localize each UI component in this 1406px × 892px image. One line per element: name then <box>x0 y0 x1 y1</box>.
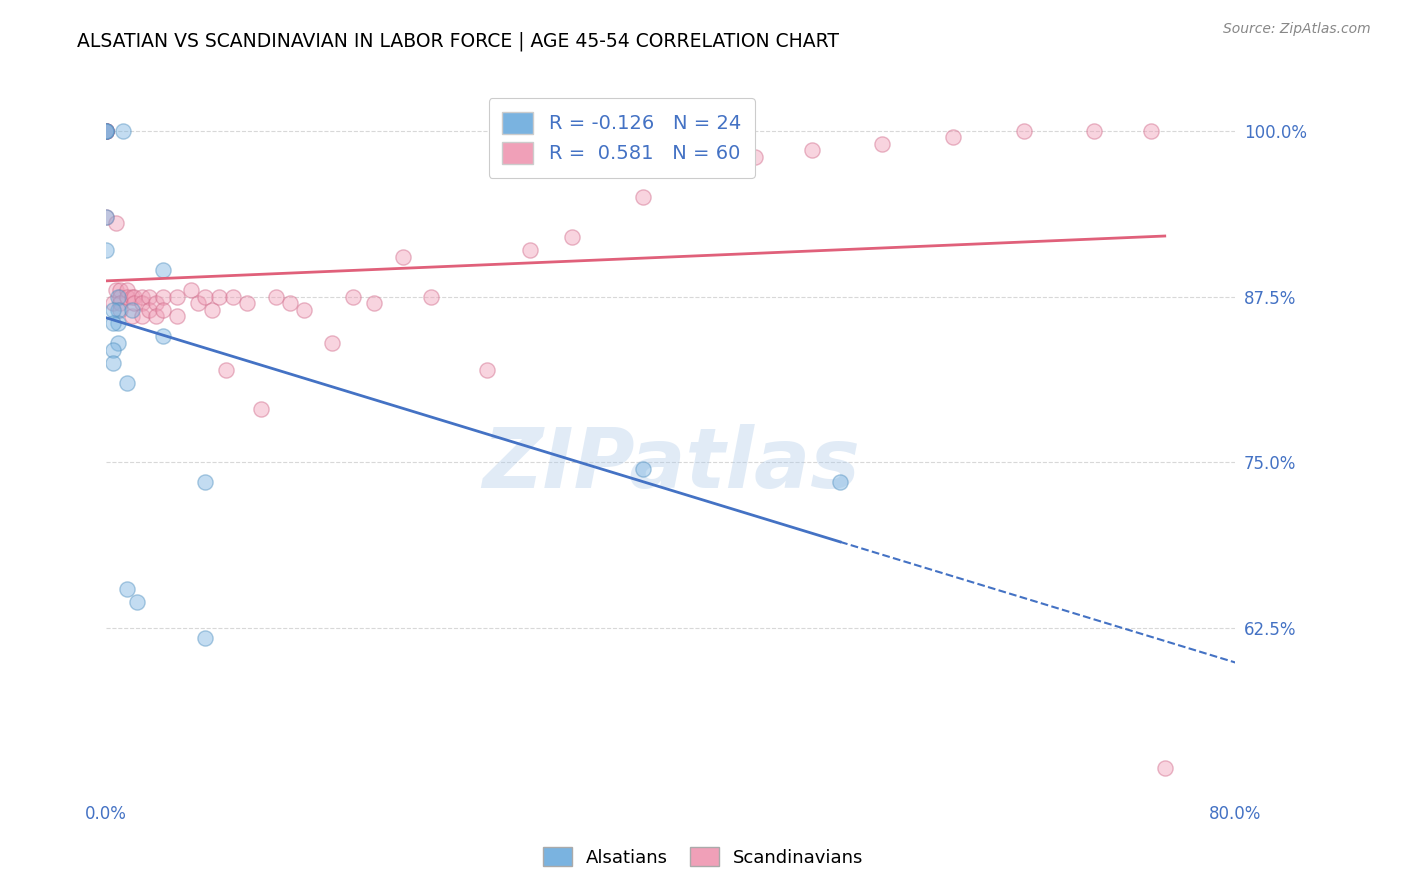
Legend: R = -0.126   N = 24, R =  0.581   N = 60: R = -0.126 N = 24, R = 0.581 N = 60 <box>488 98 755 178</box>
Point <box>942 130 965 145</box>
Text: ZIPatlas: ZIPatlas <box>482 424 859 505</box>
Point <box>107 302 129 317</box>
Point <box>830 475 852 490</box>
Point <box>96 123 118 137</box>
Point <box>187 296 209 310</box>
Point <box>419 289 441 303</box>
Point <box>872 136 894 151</box>
Point <box>107 316 129 330</box>
Point <box>744 150 766 164</box>
Point <box>107 335 129 350</box>
Point <box>194 631 217 645</box>
Point <box>96 210 118 224</box>
Point <box>180 283 202 297</box>
Point <box>236 296 259 310</box>
Point <box>110 283 132 297</box>
Point <box>391 250 413 264</box>
Point <box>131 310 153 324</box>
Point <box>107 289 129 303</box>
Point <box>103 316 125 330</box>
Point <box>96 210 118 224</box>
Point <box>96 123 118 137</box>
Point <box>131 289 153 303</box>
Point <box>1139 123 1161 137</box>
Point <box>105 217 128 231</box>
Point <box>342 289 364 303</box>
Legend: Alsatians, Scandinavians: Alsatians, Scandinavians <box>536 840 870 874</box>
Point <box>194 289 217 303</box>
Point <box>112 123 135 137</box>
Point <box>127 595 149 609</box>
Point <box>117 376 139 390</box>
Point <box>96 123 118 137</box>
Point <box>194 475 217 490</box>
Text: Source: ZipAtlas.com: Source: ZipAtlas.com <box>1223 22 1371 37</box>
Point <box>96 123 118 137</box>
Point <box>103 296 125 310</box>
Point <box>519 243 541 257</box>
Point <box>96 123 118 137</box>
Point <box>264 289 287 303</box>
Point <box>152 263 174 277</box>
Point <box>477 362 499 376</box>
Point <box>117 582 139 596</box>
Text: ALSATIAN VS SCANDINAVIAN IN LABOR FORCE | AGE 45-54 CORRELATION CHART: ALSATIAN VS SCANDINAVIAN IN LABOR FORCE … <box>77 31 839 51</box>
Point <box>103 302 125 317</box>
Point <box>152 329 174 343</box>
Point <box>121 302 143 317</box>
Point <box>166 289 188 303</box>
Point <box>222 289 245 303</box>
Point <box>208 289 231 303</box>
Point <box>121 289 143 303</box>
Point <box>631 462 654 476</box>
Point <box>1083 123 1105 137</box>
Point <box>96 243 118 257</box>
Point <box>800 144 823 158</box>
Point <box>152 289 174 303</box>
Point <box>631 190 654 204</box>
Point <box>250 402 273 417</box>
Point <box>124 289 146 303</box>
Point <box>152 302 174 317</box>
Point <box>121 310 143 324</box>
Point <box>215 362 238 376</box>
Point <box>124 296 146 310</box>
Point <box>166 310 188 324</box>
Point <box>1153 761 1175 775</box>
Point <box>363 296 385 310</box>
Point <box>1012 123 1035 137</box>
Point <box>117 289 139 303</box>
Point <box>688 163 710 178</box>
Point <box>96 123 118 137</box>
Point <box>278 296 301 310</box>
Point <box>321 335 343 350</box>
Point <box>117 283 139 297</box>
Point <box>138 289 160 303</box>
Point <box>110 302 132 317</box>
Point <box>145 310 167 324</box>
Point <box>103 343 125 357</box>
Point <box>138 302 160 317</box>
Point <box>145 296 167 310</box>
Point <box>96 123 118 137</box>
Point <box>110 296 132 310</box>
Point <box>561 229 583 244</box>
Point <box>103 356 125 370</box>
Point <box>131 296 153 310</box>
Point <box>96 123 118 137</box>
Point <box>292 302 315 317</box>
Point <box>201 302 224 317</box>
Point <box>105 283 128 297</box>
Point <box>110 289 132 303</box>
